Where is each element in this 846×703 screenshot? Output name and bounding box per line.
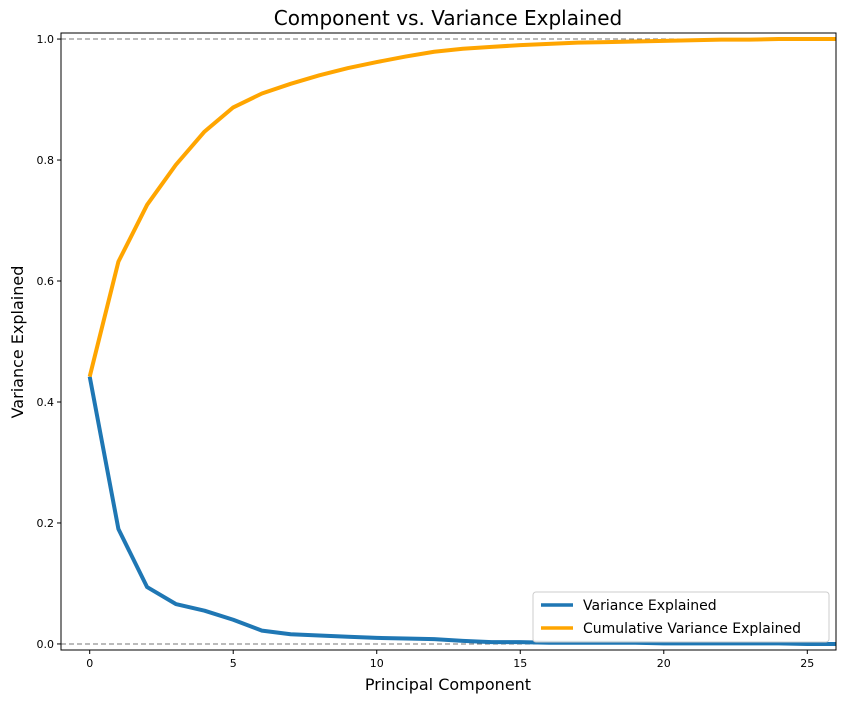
y-tick-label: 0.8 — [37, 154, 55, 167]
y-tick-label: 0.6 — [37, 275, 55, 288]
legend-label-cumulative: Cumulative Variance Explained — [583, 621, 801, 637]
y-axis-ticks: 0.0 0.2 0.4 0.6 0.8 1.0 — [37, 33, 61, 651]
y-tick-label: 0.0 — [37, 638, 55, 651]
x-tick-label: 20 — [657, 657, 671, 670]
y-tick-label: 0.2 — [37, 517, 55, 530]
x-tick-label: 10 — [370, 657, 384, 670]
plot-area-frame — [60, 32, 837, 651]
y-axis-label: Variance Explained — [8, 266, 27, 419]
x-axis-ticks: 0 5 10 15 20 25 — [86, 650, 814, 670]
x-axis-label: Principal Component — [365, 675, 531, 694]
x-tick-label: 0 — [86, 657, 93, 670]
reference-lines — [61, 38, 836, 645]
x-tick-label: 25 — [800, 657, 814, 670]
series-line-1 — [87, 37, 836, 378]
x-tick-label: 5 — [230, 657, 237, 670]
x-tick-label: 15 — [513, 657, 527, 670]
series-line-0 — [87, 376, 836, 646]
y-tick-label: 1.0 — [37, 33, 55, 46]
legend-box — [532, 591, 830, 643]
legend: Variance Explained Cumulative Variance E… — [532, 591, 830, 643]
chart-title: Component vs. Variance Explained — [274, 6, 622, 30]
y-tick-label: 0.4 — [37, 396, 55, 409]
legend-label-variance: Variance Explained — [583, 598, 717, 614]
series-lines — [87, 37, 836, 646]
